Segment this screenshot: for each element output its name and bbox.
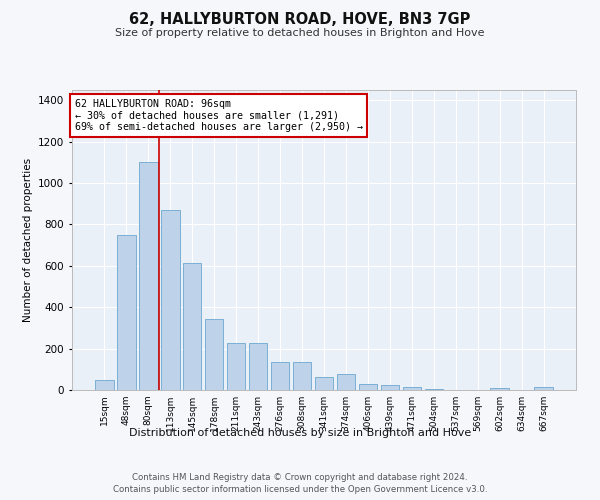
Bar: [425, 389, 443, 390]
Bar: [227, 344, 245, 390]
Bar: [271, 362, 289, 390]
Bar: [359, 384, 377, 390]
Bar: [183, 263, 202, 390]
Bar: [535, 387, 553, 390]
Bar: [205, 318, 223, 390]
Bar: [403, 387, 421, 390]
Bar: [95, 380, 113, 390]
Text: Distribution of detached houses by size in Brighton and Hove: Distribution of detached houses by size …: [129, 428, 471, 438]
Bar: [249, 344, 268, 390]
Bar: [161, 210, 179, 390]
Bar: [139, 162, 158, 390]
Bar: [293, 362, 311, 390]
Bar: [490, 388, 509, 390]
Text: Contains public sector information licensed under the Open Government Licence v3: Contains public sector information licen…: [113, 485, 487, 494]
Text: 62, HALLYBURTON ROAD, HOVE, BN3 7GP: 62, HALLYBURTON ROAD, HOVE, BN3 7GP: [130, 12, 470, 28]
Bar: [117, 235, 136, 390]
Bar: [314, 376, 334, 390]
Text: 62 HALLYBURTON ROAD: 96sqm
← 30% of detached houses are smaller (1,291)
69% of s: 62 HALLYBURTON ROAD: 96sqm ← 30% of deta…: [74, 99, 362, 132]
Text: Contains HM Land Registry data © Crown copyright and database right 2024.: Contains HM Land Registry data © Crown c…: [132, 472, 468, 482]
Bar: [380, 385, 399, 390]
Bar: [337, 374, 355, 390]
Y-axis label: Number of detached properties: Number of detached properties: [23, 158, 32, 322]
Text: Size of property relative to detached houses in Brighton and Hove: Size of property relative to detached ho…: [115, 28, 485, 38]
